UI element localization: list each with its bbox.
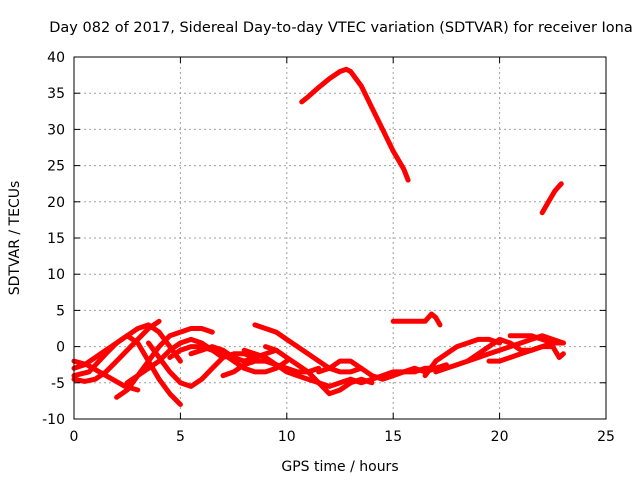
y-tick-label: 35 (47, 86, 65, 102)
series-line-arc-18 (433, 333, 566, 375)
tick-labels: 0 5 10 15 20 25 -10 -5 0 5 10 15 20 25 30 35 40 (42, 50, 615, 445)
y-tick-label: 15 (47, 231, 65, 247)
y-tick-label: 5 (56, 303, 65, 319)
series-line-arc-21 (507, 333, 566, 346)
ticks (73, 56, 607, 420)
y-tick-label: 20 (47, 195, 65, 211)
series-line-arc-23 (539, 181, 564, 216)
y-tick-label: -10 (42, 412, 65, 428)
y-tick-label: 40 (47, 50, 65, 66)
x-tick-label: 10 (278, 429, 296, 445)
series-line-arc-16 (390, 311, 443, 328)
series-line-arc-17 (422, 336, 503, 379)
series-line-arc-7 (146, 340, 258, 389)
x-axis-label: GPS time / hours (281, 459, 398, 475)
y-axis-label: SDTVAR / TECUs (7, 181, 23, 296)
series-line-arc-22 (299, 66, 411, 183)
y-tick-label: 0 (56, 340, 65, 356)
x-tick-label: 5 (176, 429, 185, 445)
series-line-arc-20 (486, 344, 566, 364)
series-line-arc-5 (114, 326, 215, 400)
x-tick-label: 0 (70, 429, 79, 445)
x-tick-label: 20 (491, 429, 509, 445)
series-layer (71, 66, 566, 407)
y-tick-label: 25 (47, 159, 65, 175)
x-tick-label: 15 (384, 429, 402, 445)
series-line-arc-11 (252, 322, 364, 375)
series-line-arc-12 (241, 347, 354, 389)
chart-title: Day 082 of 2017, Sidereal Day-to-day VTE… (49, 20, 632, 36)
series-line-arc-3 (71, 333, 183, 407)
y-tick-label: 10 (47, 267, 65, 283)
series-line-arc-8 (167, 344, 290, 375)
y-tick-label: -5 (51, 376, 65, 392)
y-tick-label: 30 (47, 122, 65, 138)
series-line-arc-2 (71, 318, 162, 384)
x-tick-label: 25 (597, 429, 615, 445)
